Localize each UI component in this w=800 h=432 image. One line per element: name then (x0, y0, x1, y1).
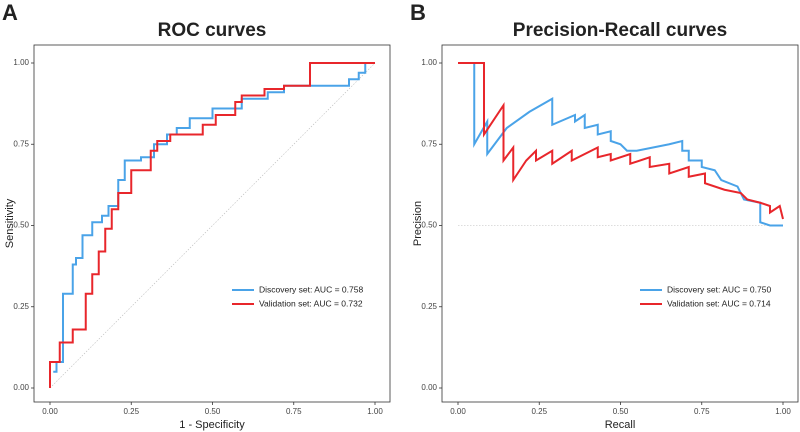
x-tick-label: 0.75 (286, 407, 302, 416)
legend-label: Discovery set: AUC = 0.750 (667, 284, 771, 294)
chart-title: ROC curves (158, 20, 267, 41)
y-tick-label: 0.75 (421, 139, 437, 148)
panel-label: B (410, 0, 426, 25)
x-tick-label: 0.00 (42, 407, 58, 416)
x-axis-label: Recall (605, 419, 636, 431)
plot-frame (33, 44, 391, 403)
y-axis-label: Sensitivity (4, 198, 16, 248)
plot-frame (441, 44, 799, 403)
series-line (53, 62, 375, 373)
legend-label: Validation set: AUC = 0.714 (667, 298, 771, 308)
x-tick-label: 0.25 (123, 407, 139, 416)
y-tick-label: 0.75 (13, 139, 29, 148)
y-tick-label: 0.00 (421, 383, 437, 392)
x-axis-label: 1 - Specificity (179, 419, 245, 431)
series-line (458, 62, 784, 220)
legend-label: Validation set: AUC = 0.732 (259, 298, 363, 308)
y-tick-label: 1.00 (421, 58, 437, 67)
y-tick-label: 0.50 (13, 221, 29, 230)
x-tick-label: 0.50 (205, 407, 221, 416)
chart-title: Precision-Recall curves (513, 20, 727, 41)
x-tick-label: 0.00 (450, 407, 466, 416)
x-tick-label: 1.00 (775, 407, 791, 416)
panel-label: A (2, 0, 18, 25)
legend-label: Discovery set: AUC = 0.758 (259, 284, 363, 294)
x-tick-label: 0.75 (694, 407, 710, 416)
x-tick-label: 1.00 (367, 407, 383, 416)
x-tick-label: 0.50 (613, 407, 629, 416)
series-line (458, 62, 783, 227)
y-tick-label: 0.50 (421, 221, 437, 230)
y-tick-label: 1.00 (13, 58, 29, 67)
y-tick-label: 0.00 (13, 383, 29, 392)
y-tick-label: 0.25 (421, 302, 437, 311)
y-tick-label: 0.25 (13, 302, 29, 311)
y-axis-label: Precision (412, 201, 424, 246)
series-line (49, 62, 375, 388)
panel: A ROC curves 1 - Specificity Sensitivity 0.0… (2, 0, 391, 431)
x-tick-label: 0.25 (531, 407, 547, 416)
